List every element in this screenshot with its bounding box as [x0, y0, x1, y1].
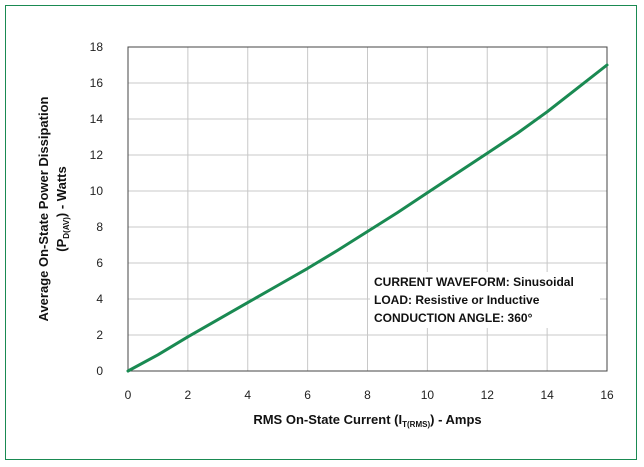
y-tick-labels: 0 2 4 6 8 10 12 14 16 18 — [90, 40, 104, 378]
x-tick-label-1: 2 — [185, 388, 192, 402]
x-tick-label-7: 14 — [540, 388, 554, 402]
y-tick-label-8: 16 — [90, 76, 104, 90]
series-line-0 — [126, 63, 609, 373]
x-axis-title: RMS On-State Current (IT(RMS)) - Amps — [253, 412, 481, 429]
y-tick-label-5: 10 — [90, 184, 104, 198]
y-axis-title: Average On-State Power Dissipation (PD(A… — [36, 96, 71, 321]
y-tick-label-9: 18 — [90, 40, 104, 54]
chart-frame — [5, 5, 637, 460]
plot-area-border — [127, 46, 608, 372]
x-tick-label-2: 4 — [244, 388, 251, 402]
y-axis-title-line2-main: (P — [54, 238, 69, 251]
x-tick-label-0: 0 — [125, 388, 132, 402]
x-tick-label-5: 10 — [421, 388, 435, 402]
x-tick-label-6: 12 — [481, 388, 495, 402]
y-tick-label-7: 14 — [90, 112, 104, 126]
x-axis-title-subscript: T(RMS) — [402, 420, 430, 429]
x-tick-label-4: 8 — [364, 388, 371, 402]
x-axis-title-main: RMS On-State Current (I — [253, 412, 402, 427]
x-axis-title-end: ) - Amps — [430, 412, 482, 427]
y-tick-label-4: 8 — [96, 220, 103, 234]
y-axis-title-line1: Average On-State Power Dissipation — [36, 96, 51, 321]
series-layer — [126, 63, 609, 373]
y-tick-label-6: 12 — [90, 148, 104, 162]
y-tick-label-2: 4 — [96, 292, 103, 306]
annotation-background — [370, 272, 600, 328]
annotation-current-waveform: CURRENT WAVEFORM: Sinusoidal — [374, 275, 574, 289]
y-axis-title-line2: (PD(AV)) - Watts — [54, 166, 71, 251]
annotation-conduction-angle: CONDUCTION ANGLE: 360° — [374, 311, 533, 325]
x-tick-label-8: 16 — [600, 388, 614, 402]
annotation-load: LOAD: Resistive or Inductive — [374, 293, 540, 307]
y-axis-title-line2-subscript: D(AV) — [62, 217, 71, 239]
y-tick-label-3: 6 — [96, 256, 103, 270]
y-tick-label-0: 0 — [96, 364, 103, 378]
y-tick-label-1: 2 — [96, 328, 103, 342]
x-tick-labels: 0 2 4 6 8 10 12 14 16 — [125, 388, 614, 402]
x-tick-label-3: 6 — [304, 388, 311, 402]
y-axis-title-line2-end: ) - Watts — [54, 166, 69, 217]
